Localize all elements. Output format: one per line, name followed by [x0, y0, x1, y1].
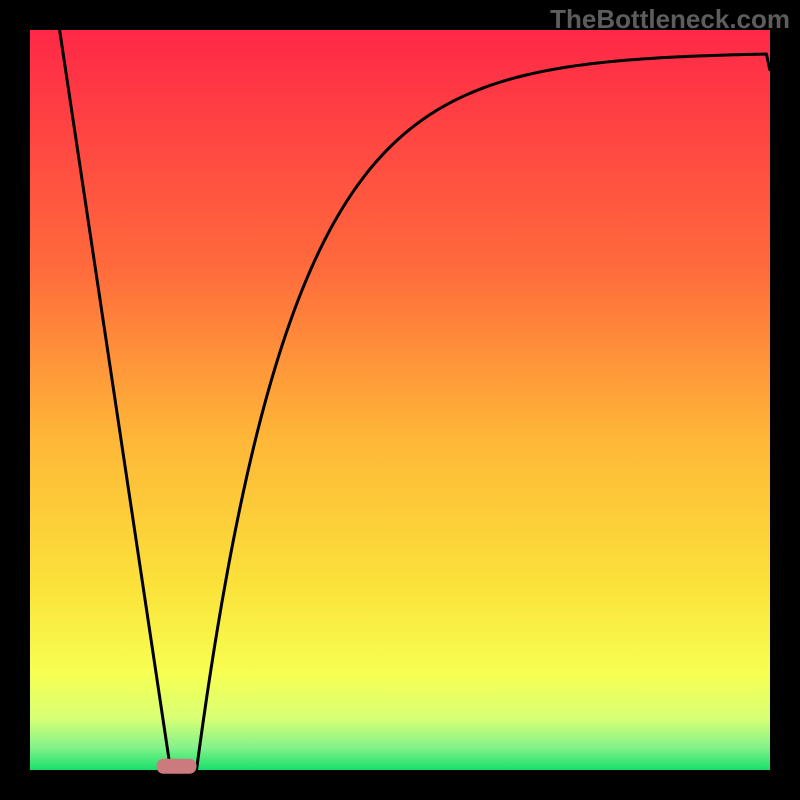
chart-background-gradient: [30, 30, 770, 770]
chart-svg: [0, 0, 800, 800]
watermark-text: TheBottleneck.com: [550, 4, 790, 35]
chart-root: TheBottleneck.com: [0, 0, 800, 800]
bottleneck-marker: [157, 759, 197, 774]
